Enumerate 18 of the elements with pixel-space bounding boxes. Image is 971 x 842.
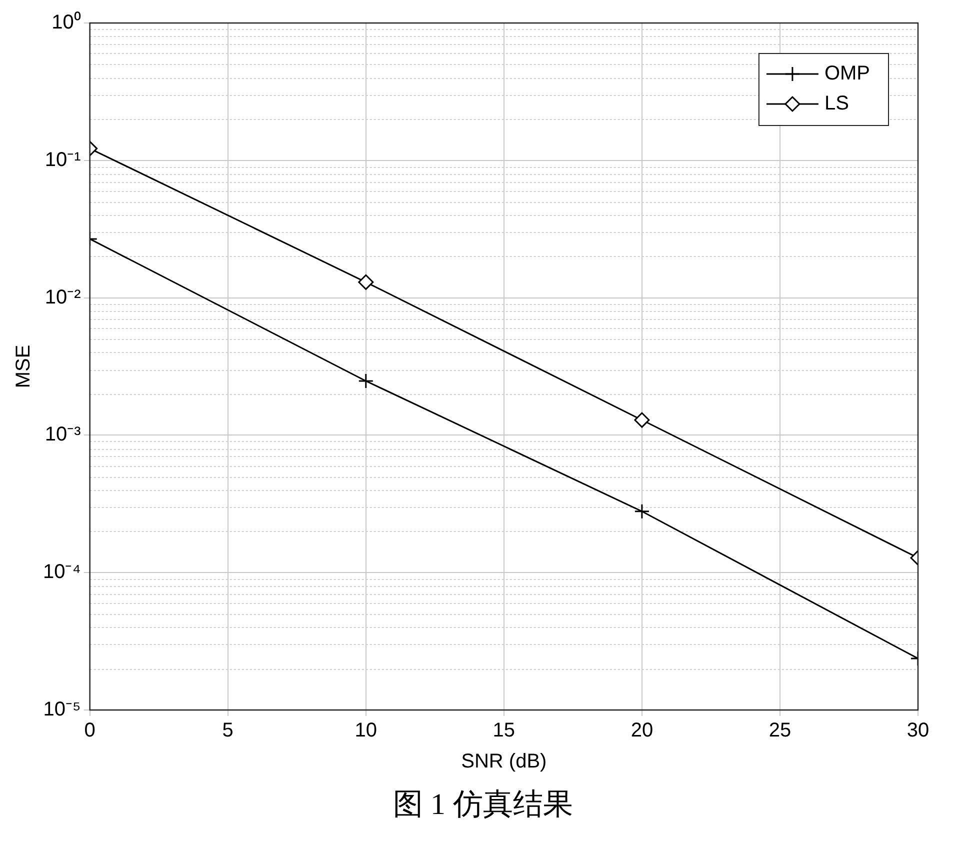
- x-tick-label: 30: [906, 720, 930, 742]
- y-tick-label: 10⁻¹: [44, 148, 82, 171]
- legend-label: OMP: [824, 62, 870, 85]
- y-tick-label: 10⁰: [52, 10, 81, 34]
- y-tick-label: 10⁻²: [44, 286, 82, 308]
- caption: 图 1 仿真结果: [392, 787, 574, 823]
- legend-label: LS: [824, 92, 849, 115]
- x-tick-label: 0: [84, 720, 96, 742]
- y-tick-label: 10⁻³: [44, 424, 82, 446]
- y-axis-title: MSE: [12, 344, 35, 388]
- x-tick-label: 20: [630, 720, 654, 742]
- x-tick-label: 10: [354, 720, 378, 742]
- x-tick-label: 5: [222, 720, 234, 742]
- y-tick-label: 10⁻⁵: [43, 698, 81, 721]
- y-tick-label: 10⁻⁴: [42, 561, 81, 584]
- x-tick-label: 25: [768, 720, 792, 742]
- x-tick-label: 15: [492, 720, 516, 742]
- x-axis-title: SNR (dB): [461, 750, 547, 773]
